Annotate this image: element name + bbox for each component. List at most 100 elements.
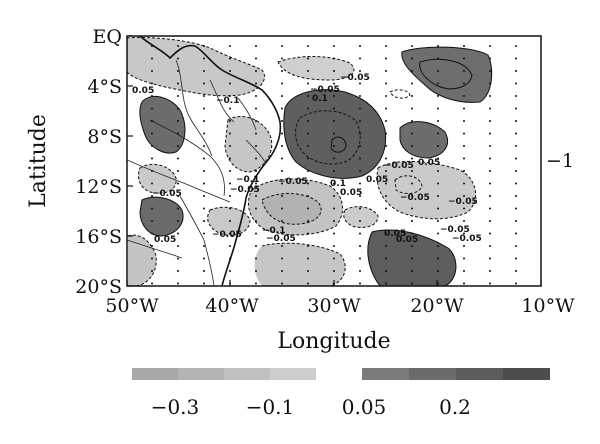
significance-dot — [203, 57, 205, 60]
significance-dot — [203, 95, 205, 97]
significance-dot — [229, 195, 231, 197]
significance-dot — [411, 170, 413, 172]
significance-dot — [333, 132, 335, 135]
significance-dot — [333, 120, 335, 122]
significance-dot — [333, 257, 335, 260]
significance-dot — [281, 182, 283, 185]
significance-dot — [437, 107, 439, 110]
significance-dot — [307, 282, 309, 285]
significance-dot — [385, 170, 387, 172]
significance-dot — [359, 282, 361, 285]
significance-dot — [333, 70, 335, 72]
y-tick-labels: EQ 4°S 8°S 12°S 16°S 20°S — [75, 26, 122, 298]
significance-dot — [489, 45, 491, 47]
significance-dot — [437, 195, 439, 197]
significance-dot — [359, 157, 361, 160]
significance-dot — [515, 270, 517, 272]
significance-dot — [359, 170, 361, 172]
significance-dot — [411, 182, 413, 185]
significance-dot — [515, 195, 517, 197]
significance-dot — [463, 182, 465, 185]
significance-dot — [463, 95, 465, 97]
significance-dot — [515, 282, 517, 285]
significance-dot — [333, 220, 335, 222]
contour-labels: 0.05 −0.05 −0.1 0.1 −0.05 −0.05 0.05 0.1… — [132, 73, 482, 245]
significance-dot — [177, 57, 179, 60]
significance-dot — [463, 57, 465, 60]
y-tick-label: 8°S — [87, 126, 122, 148]
significance-dot — [307, 220, 309, 222]
coastline — [139, 35, 282, 287]
significance-dot — [229, 82, 231, 85]
significance-dot — [307, 95, 309, 97]
negative-anomaly-region — [278, 56, 354, 80]
significance-dot — [359, 70, 361, 72]
significance-dot — [385, 270, 387, 272]
significance-dot — [229, 70, 231, 72]
significance-dot — [411, 70, 413, 72]
significance-dot — [385, 132, 387, 135]
significance-dot — [203, 45, 205, 47]
colorbar-swatch — [178, 368, 224, 380]
significance-dot — [463, 107, 465, 110]
significance-dot — [307, 57, 309, 60]
significance-dot — [437, 120, 439, 122]
significance-dot — [255, 170, 257, 172]
significance-dot — [515, 132, 517, 135]
colorbar: −0.3 −0.1 0.05 0.2 — [132, 368, 550, 419]
colorbar-swatch — [362, 368, 409, 380]
significance-dot — [255, 57, 257, 60]
significance-dot — [359, 220, 361, 222]
significance-dot — [333, 170, 335, 172]
significance-dot — [437, 157, 439, 160]
significance-dot — [281, 195, 283, 197]
significance-dots — [151, 45, 517, 285]
significance-dot — [203, 270, 205, 272]
significance-dot — [255, 120, 257, 122]
significance-dot — [385, 120, 387, 122]
positive-anomaly-region — [400, 121, 448, 158]
significance-dot — [229, 170, 231, 172]
significance-dot — [515, 207, 517, 210]
significance-dot — [489, 195, 491, 197]
significance-dot — [333, 82, 335, 85]
contour-label: −0.05 — [212, 230, 242, 240]
significance-dot — [151, 45, 153, 47]
colorbar-swatch — [456, 368, 503, 380]
significance-dot — [515, 82, 517, 85]
significance-dot — [203, 120, 205, 122]
significance-dot — [307, 207, 309, 210]
significance-dot — [359, 257, 361, 260]
significance-dot — [255, 70, 257, 72]
significance-dot — [463, 257, 465, 260]
significance-dot — [515, 45, 517, 47]
significance-dot — [255, 245, 257, 247]
significance-dot — [385, 207, 387, 210]
significance-dot — [281, 270, 283, 272]
significance-dot — [255, 207, 257, 210]
colorbar-label: −0.1 — [246, 395, 295, 419]
significance-dot — [437, 207, 439, 210]
colorbar-label: −0.3 — [151, 395, 200, 419]
positive-anomaly-region — [139, 96, 185, 154]
significance-dot — [151, 170, 153, 172]
significance-dot — [463, 232, 465, 235]
significance-dot — [177, 207, 179, 210]
significance-dot — [177, 195, 179, 197]
significance-dot — [385, 82, 387, 85]
significance-dot — [437, 270, 439, 272]
significance-dot — [203, 82, 205, 85]
significance-dot — [385, 107, 387, 110]
significance-dot — [385, 220, 387, 222]
significance-dot — [359, 132, 361, 135]
significance-dot — [515, 145, 517, 147]
contour-label: −0.05 — [340, 73, 370, 83]
significance-dot — [385, 257, 387, 260]
significance-dot — [411, 282, 413, 285]
significance-dot — [151, 120, 153, 122]
significance-dot — [177, 157, 179, 160]
significance-dot — [151, 57, 153, 60]
significance-dot — [385, 245, 387, 247]
significance-dot — [463, 245, 465, 247]
significance-dot — [333, 195, 335, 197]
